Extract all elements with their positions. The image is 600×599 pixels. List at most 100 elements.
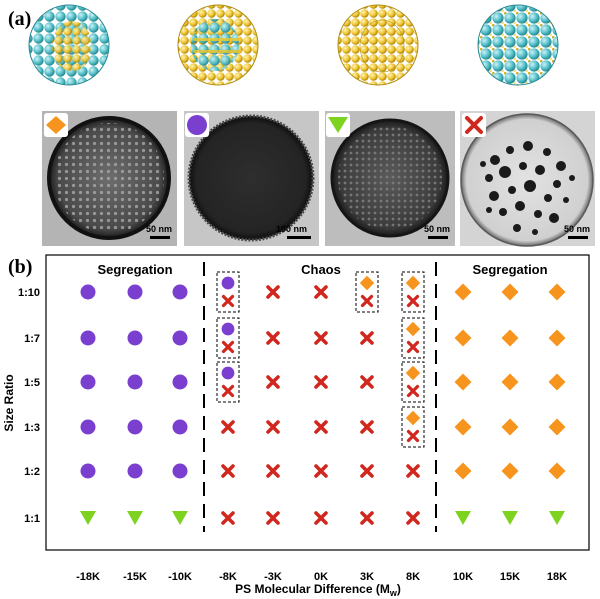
circle-marker: [221, 366, 235, 380]
circle-icon: [187, 115, 207, 135]
structure-2: [177, 4, 259, 86]
triangle-marker: [455, 511, 471, 525]
cross-marker: [314, 331, 328, 345]
dashed-box: [401, 361, 425, 403]
x-axis-title: PS Molecular Difference (Mw): [235, 582, 401, 598]
panel-a-label: (a): [8, 8, 31, 30]
cross-marker: [360, 511, 374, 525]
x-tick-label: -15K: [123, 571, 147, 583]
circle-marker: [127, 463, 143, 479]
cross-marker: [360, 331, 374, 345]
region-label-2: Chaos: [301, 262, 341, 277]
structure-1: [28, 4, 110, 86]
dashed-box: [401, 317, 425, 359]
circle-marker: [80, 419, 96, 435]
triangle-icon: [328, 117, 348, 133]
cross-marker: [314, 464, 328, 478]
circle-marker: [172, 330, 188, 346]
circle-marker: [80, 330, 96, 346]
cross-marker: [221, 340, 235, 354]
dashed-box: [216, 317, 240, 359]
diamond-marker: [548, 329, 566, 347]
cross-marker: [406, 429, 420, 443]
circle-marker: [127, 374, 143, 390]
diamond-marker: [548, 283, 566, 301]
diamond-marker: [454, 462, 472, 480]
x-tick-label: -8K: [219, 571, 237, 583]
cross-marker: [406, 384, 420, 398]
cross-marker: [266, 285, 280, 299]
diamond-marker: [501, 373, 519, 391]
cross-marker: [314, 285, 328, 299]
cross-marker: [360, 294, 374, 308]
y-tick-label: 1:5: [24, 377, 40, 389]
cross-marker: [266, 331, 280, 345]
diamond-marker: [405, 275, 421, 291]
cross-marker: [360, 375, 374, 389]
y-tick-label: 1:2: [24, 466, 40, 478]
circle-marker: [80, 463, 96, 479]
diamond-marker: [548, 373, 566, 391]
x-tick-label: -18K: [76, 571, 100, 583]
scale-bar-label: 50 nm: [424, 224, 450, 234]
triangle-marker: [80, 511, 96, 525]
y-tick-label: 1:7: [24, 333, 40, 345]
panel-b-label: (b): [8, 256, 32, 278]
x-tick-label: 0K: [314, 571, 328, 583]
cross-marker: [221, 420, 235, 434]
triangle-marker: [502, 511, 518, 525]
cross-marker: [314, 375, 328, 389]
diamond-marker: [359, 275, 375, 291]
x-tick-label: 18K: [547, 571, 567, 583]
scale-bar: [287, 236, 311, 239]
x-tick-label: 3K: [360, 571, 374, 583]
cross-marker: [406, 464, 420, 478]
cross-marker: [314, 420, 328, 434]
diamond-marker: [548, 462, 566, 480]
cross-marker: [314, 511, 328, 525]
triangle-marker: [127, 511, 143, 525]
triangle-marker: [549, 511, 565, 525]
y-axis-ticks: 1:10 1:7 1:5 1:3 1:2 1:1: [18, 287, 40, 525]
x-tick-label: -10K: [168, 571, 192, 583]
circle-marker: [172, 374, 188, 390]
x-tick-label: -3K: [264, 571, 282, 583]
circle-marker: [172, 463, 188, 479]
micrograph-1: 50 nm: [42, 111, 177, 246]
diamond-marker: [501, 418, 519, 436]
region-labels: Segregation Chaos Segregation: [97, 262, 547, 277]
structure-4: [477, 4, 559, 86]
cross-marker: [406, 511, 420, 525]
dashed-box: [216, 361, 240, 403]
scale-bar: [428, 236, 448, 239]
circle-marker: [127, 284, 143, 300]
circle-marker: [221, 276, 235, 290]
y-tick-label: 1:3: [24, 422, 40, 434]
x-tick-label: 8K: [406, 571, 420, 583]
diamond-icon: [46, 116, 66, 134]
diamond-marker: [454, 283, 472, 301]
circle-marker: [80, 374, 96, 390]
key-triangle: [326, 113, 350, 137]
diamond-marker: [548, 418, 566, 436]
circle-marker: [221, 322, 235, 336]
cross-marker: [360, 464, 374, 478]
micrograph-4: 50 nm: [460, 111, 595, 247]
y-tick-label: 1:1: [24, 513, 40, 525]
circle-marker: [172, 419, 188, 435]
structure-3: [337, 4, 419, 86]
diamond-marker: [405, 410, 421, 426]
dashed-box: [355, 271, 379, 313]
x-tick-label: 10K: [453, 571, 473, 583]
cross-marker: [221, 384, 235, 398]
dashed-box: [216, 271, 240, 313]
diamond-marker: [405, 321, 421, 337]
diamond-marker: [501, 329, 519, 347]
y-axis-title: Size Ratio: [2, 374, 16, 431]
cross-marker: [360, 420, 374, 434]
scale-bar: [568, 236, 588, 239]
cross-marker: [266, 420, 280, 434]
cross-marker: [266, 464, 280, 478]
key-circle: [185, 113, 209, 137]
